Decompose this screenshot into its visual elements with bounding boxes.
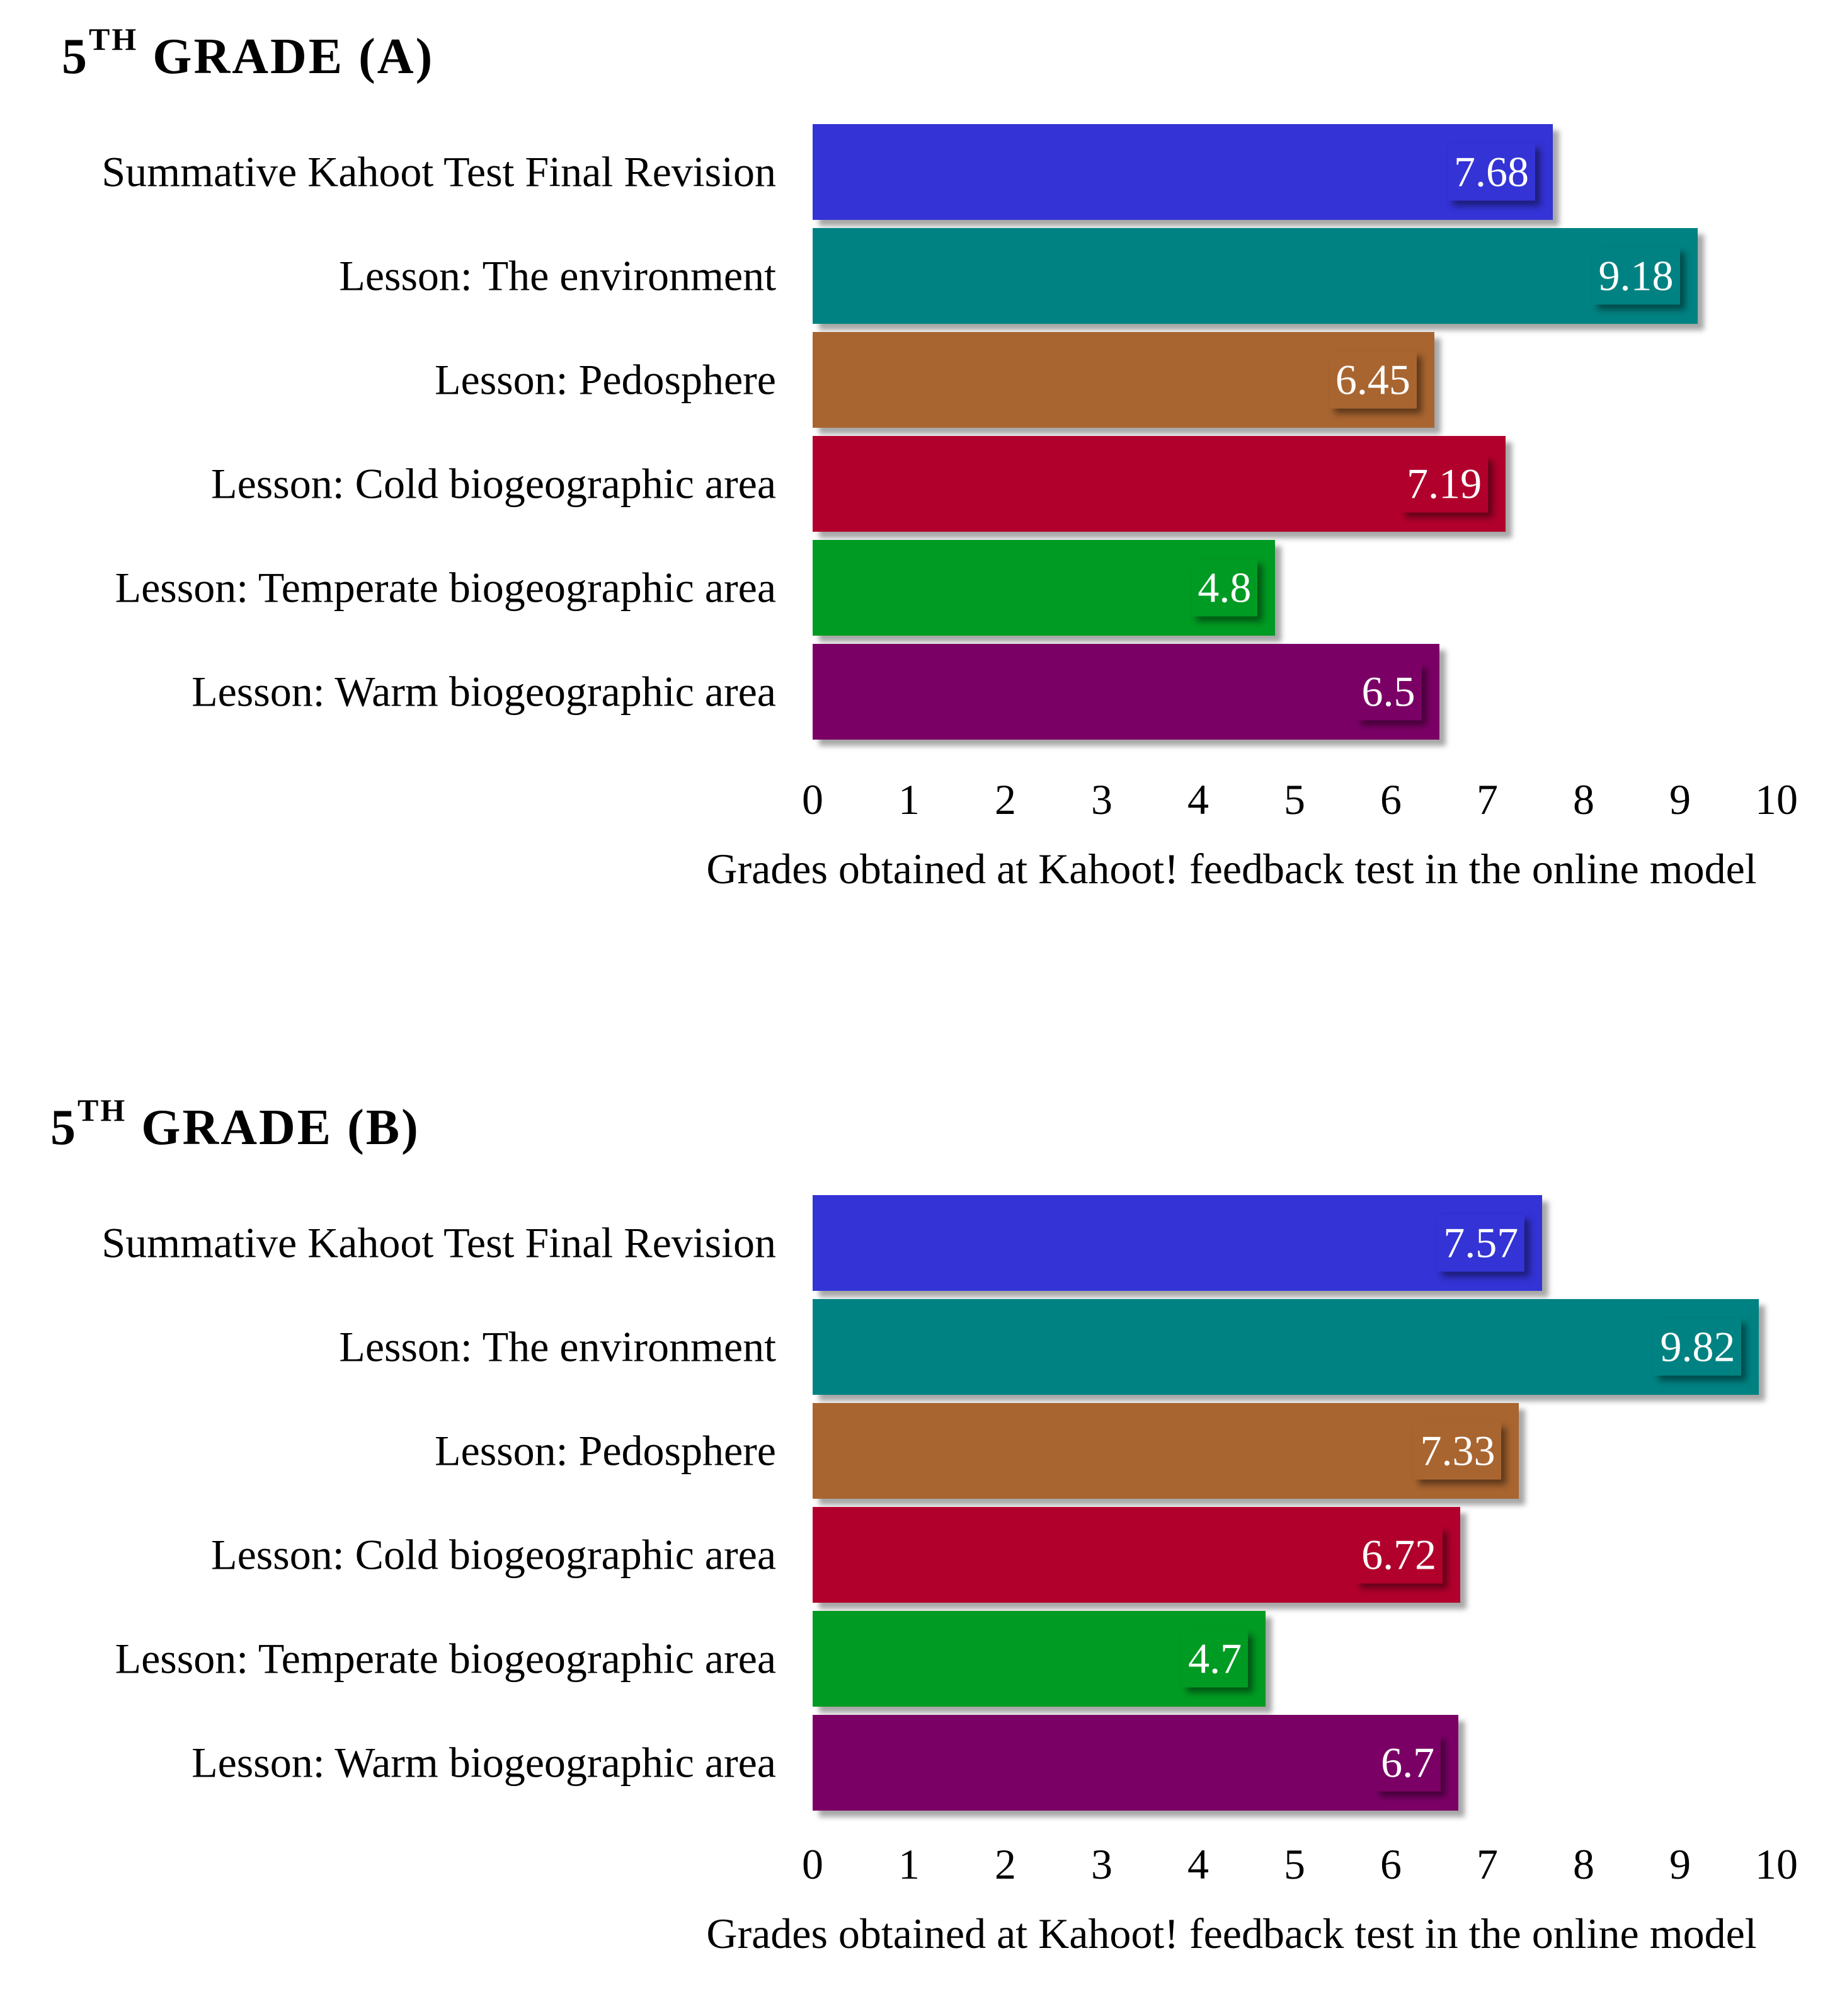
category-label: Lesson: Warm biogeographic area: [192, 667, 776, 716]
bar: 6.5: [813, 644, 1439, 740]
x-tick-label: 2: [995, 776, 1016, 823]
bar: 7.33: [813, 1403, 1519, 1499]
data-label: 7.68: [1448, 143, 1536, 201]
bar: 9.82: [813, 1299, 1759, 1395]
x-tick-label: 2: [995, 1840, 1016, 1888]
data-label: 4.8: [1191, 559, 1258, 617]
x-tick-label: 9: [1669, 1840, 1691, 1888]
x-tick-label: 6: [1380, 776, 1402, 823]
x-tick-label: 10: [1755, 776, 1798, 823]
category-label: Lesson: Temperate biogeographic area: [115, 563, 776, 612]
x-tick-label: 4: [1187, 1840, 1209, 1888]
x-axis-label: Grades obtained at Kahoot! feedback test…: [706, 845, 1757, 893]
x-tick-label: 6: [1380, 1840, 1402, 1888]
data-label: 7.57: [1437, 1214, 1525, 1272]
x-tick-label: 8: [1573, 776, 1594, 823]
x-tick-label: 0: [802, 776, 823, 823]
category-label: Lesson: The environment: [339, 1322, 776, 1371]
chart-grade-a: 5TH GRADE (A) Summative Kahoot Test Fina…: [0, 0, 1847, 945]
category-label: Lesson: Pedosphere: [434, 355, 776, 404]
category-label: Lesson: Pedosphere: [434, 1426, 776, 1475]
data-label: 6.5: [1355, 663, 1422, 721]
chart-grade-b: 5TH GRADE (B) Summative Kahoot Test Fina…: [0, 1071, 1847, 2016]
bar: 7.68: [813, 124, 1553, 220]
x-tick-label: 7: [1477, 1840, 1498, 1888]
x-tick-label: 9: [1669, 776, 1691, 823]
x-tick-label: 10: [1755, 1840, 1798, 1888]
category-label: Summative Kahoot Test Final Revision: [101, 147, 776, 196]
category-label: Lesson: Cold biogeographic area: [211, 459, 776, 508]
x-tick-label: 3: [1091, 776, 1112, 823]
data-label: 6.45: [1329, 351, 1417, 409]
x-tick-label: 1: [898, 776, 920, 823]
data-label: 9.18: [1592, 247, 1680, 305]
x-tick-label: 3: [1091, 1840, 1112, 1888]
data-label: 6.7: [1375, 1734, 1441, 1792]
category-label: Lesson: Cold biogeographic area: [211, 1530, 776, 1579]
data-label: 7.19: [1400, 455, 1489, 513]
bar: 6.72: [813, 1507, 1461, 1603]
data-label: 7.33: [1414, 1422, 1502, 1480]
bar: 4.7: [813, 1611, 1266, 1707]
x-axis-label: Grades obtained at Kahoot! feedback test…: [706, 1910, 1757, 1957]
x-tick-label: 5: [1284, 776, 1305, 823]
category-label: Lesson: Temperate biogeographic area: [115, 1634, 776, 1683]
data-label: 6.72: [1355, 1526, 1443, 1584]
bar: 7.57: [813, 1195, 1543, 1291]
bar: 6.45: [813, 332, 1434, 428]
data-label: 9.82: [1654, 1318, 1742, 1376]
data-label: 4.7: [1182, 1630, 1249, 1688]
bar: 4.8: [813, 540, 1276, 636]
chart-title: 5TH GRADE (B): [50, 1092, 420, 1155]
bar: 7.19: [813, 436, 1506, 532]
x-tick-label: 0: [802, 1840, 823, 1888]
bar: 6.7: [813, 1715, 1459, 1811]
bar: 9.18: [813, 228, 1698, 324]
x-tick-label: 1: [898, 1840, 920, 1888]
chart-title: 5TH GRADE (A): [62, 21, 435, 84]
x-tick-label: 7: [1477, 776, 1498, 823]
category-label: Summative Kahoot Test Final Revision: [101, 1218, 776, 1267]
x-tick-label: 4: [1187, 776, 1209, 823]
category-label: Lesson: The environment: [339, 251, 776, 300]
x-tick-label: 5: [1284, 1840, 1305, 1888]
x-tick-label: 8: [1573, 1840, 1594, 1888]
category-label: Lesson: Warm biogeographic area: [192, 1738, 776, 1787]
